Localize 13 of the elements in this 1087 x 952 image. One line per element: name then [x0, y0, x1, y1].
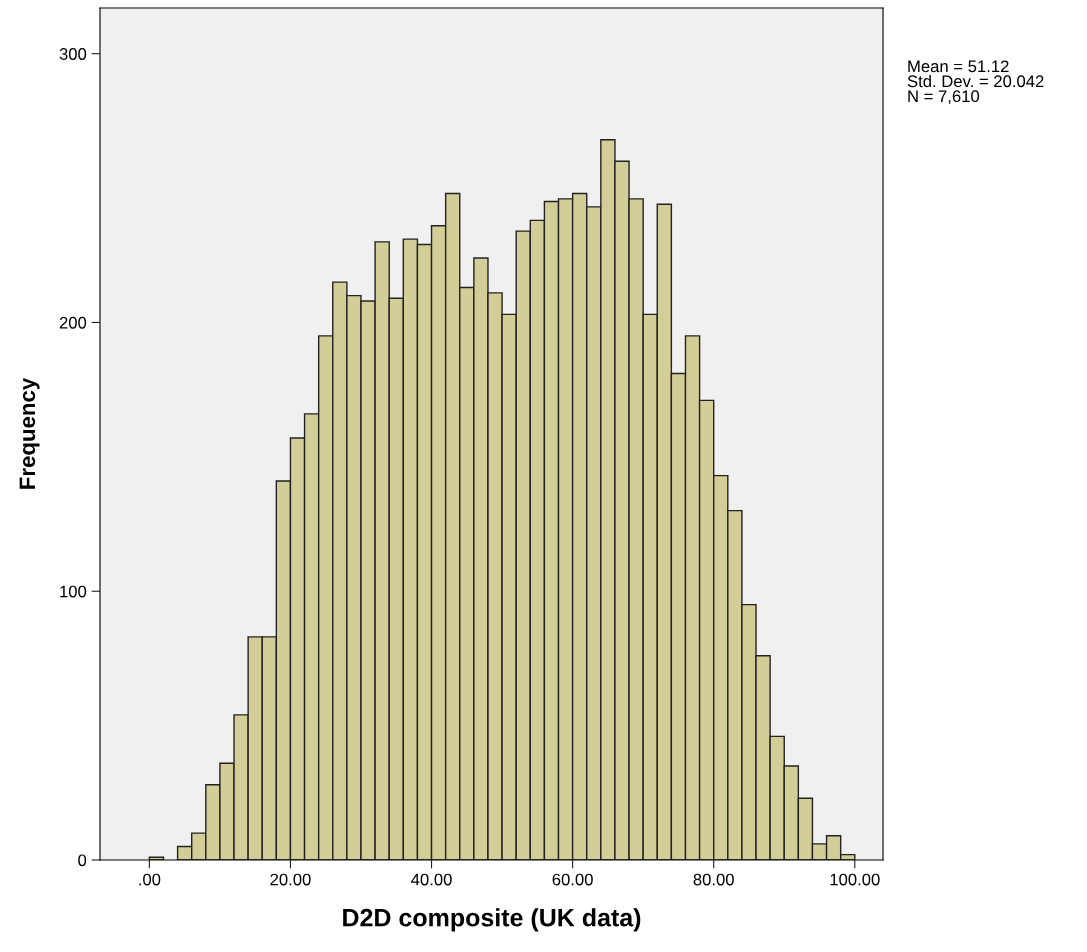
x-tick-label: 100.00 — [830, 873, 880, 886]
y-tick-label: 100 — [60, 585, 87, 598]
x-tick-label: 80.00 — [693, 873, 734, 886]
y-tick-label: 200 — [59, 316, 87, 329]
x-tick-label: 40.00 — [411, 873, 452, 886]
y-tick-label: 0 — [78, 854, 87, 867]
x-tick-label: 20.00 — [270, 873, 311, 886]
text: Mean = 51.12 Std. Dev. = 20.042 N = 7,610 — [907, 60, 1044, 105]
x-axis-title: D2D composite (UK data) — [343, 908, 641, 932]
x-tick-label: 60.00 — [552, 873, 593, 886]
y-tick-label: 300 — [59, 48, 87, 60]
x-tick-label: .00 — [139, 873, 161, 886]
y-axis-title: Frequency — [19, 377, 40, 489]
